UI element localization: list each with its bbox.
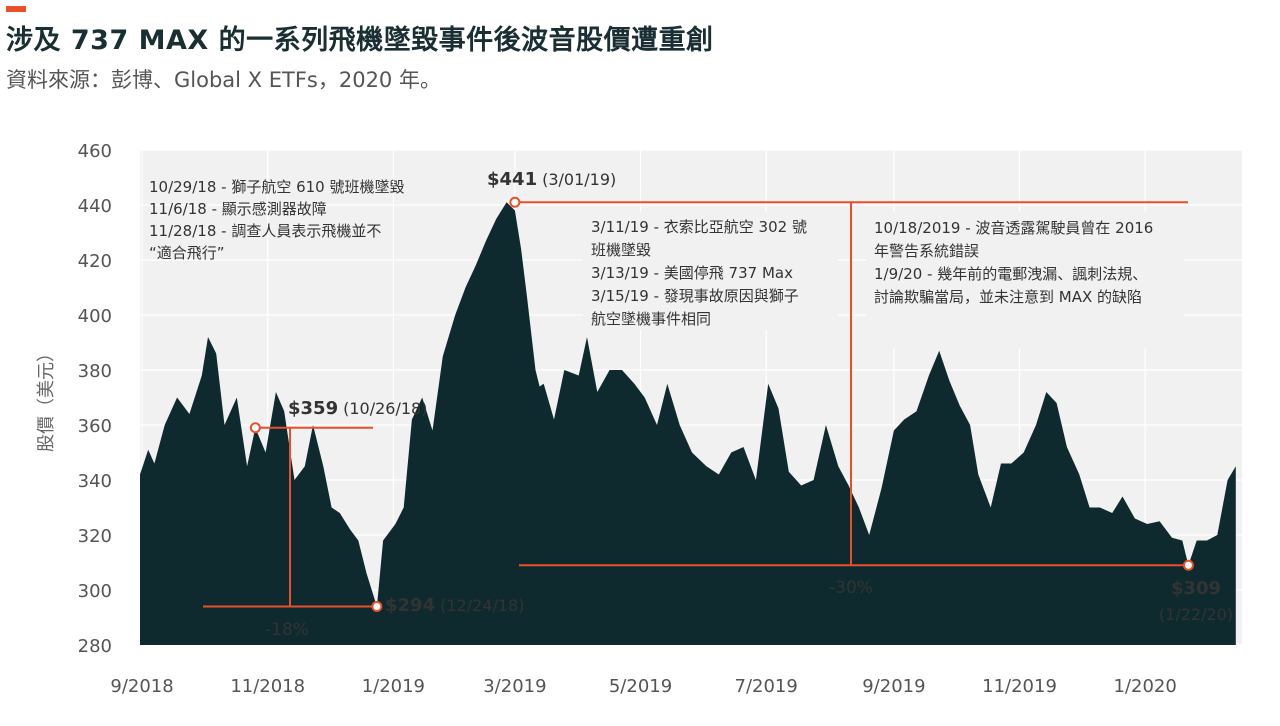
price-value: $294 bbox=[385, 595, 435, 616]
price-marker bbox=[371, 601, 383, 612]
event-note-line: 班機墜毀 bbox=[591, 241, 651, 259]
event-note-line: 10/18/2019 - 波音透露駕駛員曾在 2016 bbox=[874, 219, 1153, 237]
x-axis-ticks: 9/2018 11/2018 1/2019 3/2019 5/2019 7/2019 9/2… bbox=[110, 676, 1176, 697]
price-marker bbox=[1182, 559, 1194, 571]
price-date-label: (12/24/18) bbox=[440, 596, 524, 615]
event-note-line: 討論欺騙當局，並未注意到 MAX 的缺陷 bbox=[874, 288, 1142, 306]
price-label: $294 (12/24/18) bbox=[385, 595, 524, 616]
event-note-line: 11/6/18 - 顯示感測器故障 bbox=[149, 200, 327, 218]
x-tick-label: 9/2018 bbox=[110, 676, 173, 697]
x-tick-label: 1/2019 bbox=[362, 676, 425, 697]
x-tick-label: 11/2019 bbox=[982, 676, 1057, 697]
event-notes: 10/29/18 - 獅子航空 610 號班機墜毀 11/6/18 - 顯示感測器… bbox=[149, 178, 1184, 348]
y-tick-label: 320 bbox=[78, 526, 112, 547]
drawdown-guides: -18% -30% bbox=[203, 201, 1189, 640]
stock-price-area bbox=[140, 202, 1236, 646]
drawdown-label: -18% bbox=[265, 620, 309, 640]
event-note-box bbox=[583, 212, 838, 330]
x-tick-label: 9/2019 bbox=[862, 676, 925, 697]
price-label: $309 bbox=[1171, 578, 1221, 599]
price-marker bbox=[509, 196, 521, 208]
x-tick-label: 1/2020 bbox=[1114, 676, 1177, 697]
x-tick-label: 5/2019 bbox=[609, 676, 672, 697]
drawdown-label: -30% bbox=[829, 578, 873, 598]
event-note-line: 3/15/19 - 發現事故原因與獅子 bbox=[591, 287, 799, 305]
event-note-line: 1/9/20 - 幾年前的電郵洩漏、諷刺法規、 bbox=[874, 265, 1147, 283]
event-note-line: “適合飛行” bbox=[149, 244, 225, 262]
price-date-label: (10/26/18) bbox=[343, 399, 427, 418]
price-label: $359 (10/26/18) bbox=[288, 398, 427, 419]
y-tick-label: 300 bbox=[78, 581, 112, 602]
y-axis-ticks: 280 300 320 340 360 380 400 420 440 460 bbox=[78, 141, 112, 657]
price-date-label: (3/01/19) bbox=[542, 170, 616, 189]
price-marker bbox=[249, 422, 261, 434]
event-note-line: 3/13/19 - 美國停飛 737 Max bbox=[591, 264, 793, 282]
accent-bar bbox=[6, 6, 26, 12]
event-note-line: 3/11/19 - 衣索比亞航空 302 號 bbox=[591, 218, 807, 236]
event-note-line: 航空墜機事件相同 bbox=[591, 310, 711, 328]
event-note-box bbox=[866, 212, 1184, 348]
event-note-line: 10/29/18 - 獅子航空 610 號班機墜毀 bbox=[149, 178, 404, 196]
y-tick-label: 400 bbox=[78, 306, 112, 327]
y-tick-label: 380 bbox=[78, 361, 112, 382]
y-tick-label: 460 bbox=[78, 141, 112, 162]
y-tick-label: 340 bbox=[78, 471, 112, 492]
x-tick-label: 3/2019 bbox=[483, 676, 546, 697]
chart-subtitle: 資料來源：彭博、Global X ETFs，2020 年。 bbox=[6, 68, 441, 92]
y-tick-label: 440 bbox=[78, 196, 112, 217]
chart-title: 涉及 737 MAX 的一系列飛機墜毀事件後波音股價遭重創 bbox=[6, 25, 714, 56]
x-tick-label: 11/2018 bbox=[230, 676, 305, 697]
y-tick-label: 360 bbox=[78, 416, 112, 437]
x-tick-label: 7/2019 bbox=[735, 676, 798, 697]
y-tick-label: 420 bbox=[78, 251, 112, 272]
price-date-label: (1/22/20) bbox=[1159, 605, 1233, 624]
y-tick-label: 280 bbox=[78, 636, 112, 657]
event-note-line: 年警告系統錯誤 bbox=[874, 242, 979, 260]
event-note-line: 11/28/18 - 調查人員表示飛機並不 bbox=[149, 222, 381, 240]
y-axis-label: 股價（美元） bbox=[36, 344, 57, 452]
price-value: $359 bbox=[288, 398, 338, 419]
price-value: $441 bbox=[487, 169, 537, 190]
price-annotations: $359 (10/26/18) $294 (12/24/18) $441 (3/01/19… bbox=[249, 169, 1233, 624]
price-label: $441 (3/01/19) bbox=[487, 169, 616, 190]
